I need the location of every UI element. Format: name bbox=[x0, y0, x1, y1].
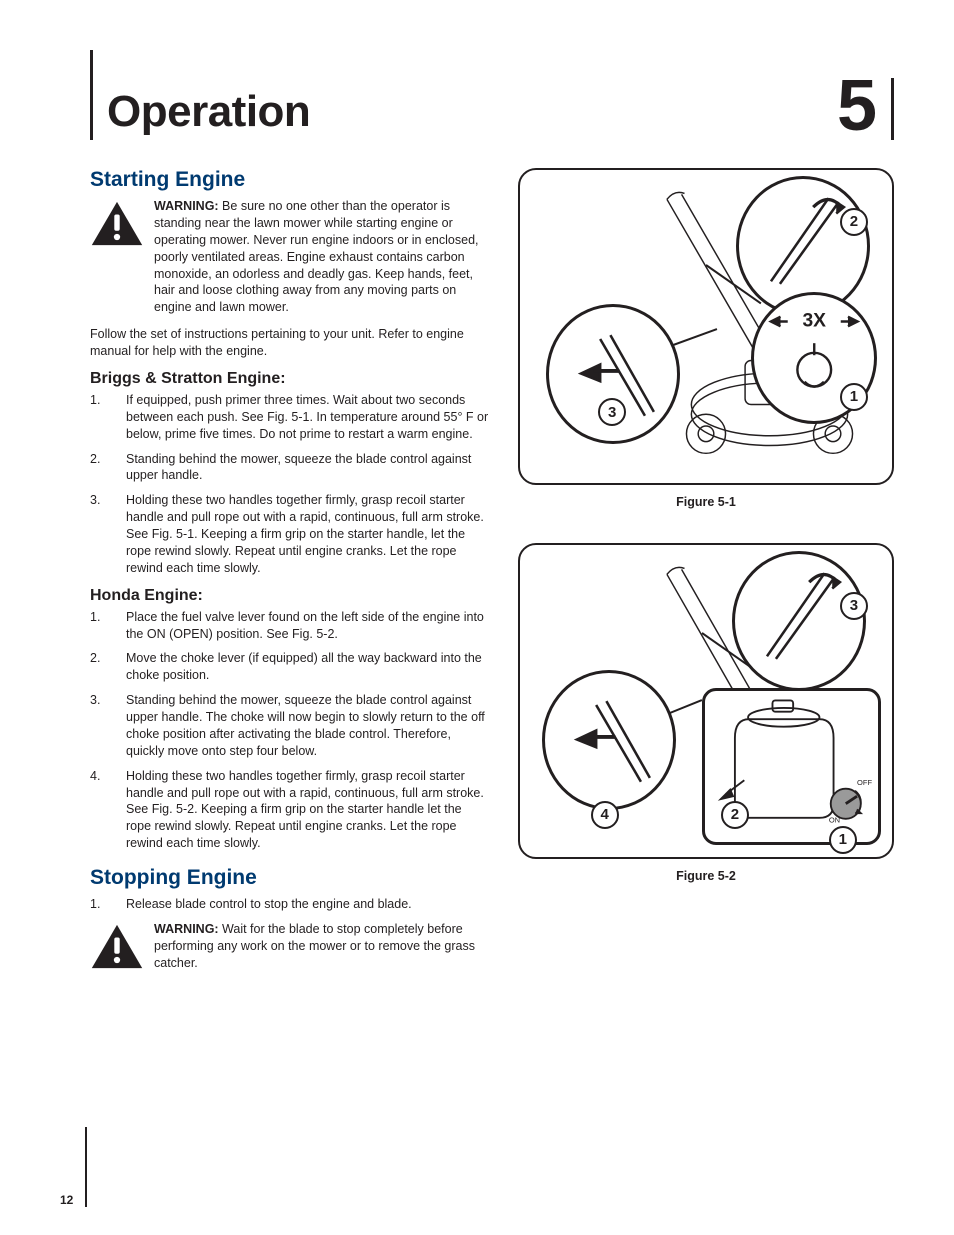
warning-triangle-icon bbox=[90, 198, 144, 316]
svg-text:OFF: OFF bbox=[857, 778, 872, 787]
warning-label: WARNING: bbox=[154, 922, 219, 936]
stopping-steps-list: Release blade control to stop the engine… bbox=[90, 896, 490, 913]
warning-block-stopping: WARNING: Wait for the blade to stop comp… bbox=[90, 921, 490, 975]
list-item: Place the fuel valve lever found on the … bbox=[90, 609, 490, 643]
detail-circle bbox=[542, 670, 676, 810]
figure-5-1: 3X 1 2 3 bbox=[518, 168, 894, 485]
callout-number: 3 bbox=[840, 592, 868, 620]
briggs-heading: Briggs & Stratton Engine: bbox=[90, 370, 490, 388]
stopping-engine-heading: Stopping Engine bbox=[90, 866, 490, 890]
chapter-title: Operation bbox=[107, 90, 310, 140]
list-item: Standing behind the mower, squeeze the b… bbox=[90, 451, 490, 485]
honda-steps-list: Place the fuel valve lever found on the … bbox=[90, 609, 490, 852]
starting-engine-heading: Starting Engine bbox=[90, 168, 490, 192]
detail-circle bbox=[732, 551, 866, 691]
content-columns: Starting Engine WARNING: Be sure no one … bbox=[90, 168, 894, 985]
warning-text-stopping: WARNING: Wait for the blade to stop comp… bbox=[154, 921, 490, 975]
briggs-steps-list: If equipped, push primer three times. Wa… bbox=[90, 392, 490, 577]
callout-number: 1 bbox=[829, 826, 857, 854]
callout-number: 1 bbox=[840, 383, 868, 411]
list-item: Holding these two handles together firml… bbox=[90, 492, 490, 576]
callout-number: 2 bbox=[840, 208, 868, 236]
page-footer: 12 bbox=[60, 1127, 87, 1207]
left-column: Starting Engine WARNING: Be sure no one … bbox=[90, 168, 490, 985]
list-item: If equipped, push primer three times. Wa… bbox=[90, 392, 490, 443]
list-item: Release blade control to stop the engine… bbox=[90, 896, 490, 913]
figure-caption: Figure 5-1 bbox=[518, 495, 894, 509]
callout-number: 2 bbox=[721, 801, 749, 829]
recoil-handle-icon bbox=[545, 673, 673, 801]
svg-text:3X: 3X bbox=[802, 310, 826, 331]
warning-body: Be sure no one other than the operator i… bbox=[154, 199, 479, 314]
chapter-header: Operation 5 bbox=[90, 50, 894, 140]
blade-control-icon bbox=[739, 179, 867, 307]
page-number: 12 bbox=[60, 1193, 73, 1207]
intro-paragraph: Follow the set of instructions pertainin… bbox=[90, 326, 490, 360]
warning-text-starting: WARNING: Be sure no one other than the o… bbox=[154, 198, 490, 316]
list-item: Move the choke lever (if equipped) all t… bbox=[90, 650, 490, 684]
list-item: Holding these two handles together firml… bbox=[90, 768, 490, 852]
footer-rule bbox=[85, 1127, 87, 1207]
figure-caption: Figure 5-2 bbox=[518, 869, 894, 883]
chapter-number: 5 bbox=[837, 78, 894, 140]
warning-block-starting: WARNING: Be sure no one other than the o… bbox=[90, 198, 490, 316]
blade-control-icon bbox=[735, 554, 863, 682]
right-column: 3X 1 2 3 Figure 5-1 bbox=[518, 168, 894, 985]
figure-5-2: OFF ON 1 2 3 4 bbox=[518, 543, 894, 860]
callout-number: 4 bbox=[591, 801, 619, 829]
svg-text:ON: ON bbox=[829, 816, 840, 825]
list-item: Standing behind the mower, squeeze the b… bbox=[90, 692, 490, 760]
warning-triangle-icon bbox=[90, 921, 144, 975]
warning-label: WARNING: bbox=[154, 199, 219, 213]
honda-heading: Honda Engine: bbox=[90, 587, 490, 605]
